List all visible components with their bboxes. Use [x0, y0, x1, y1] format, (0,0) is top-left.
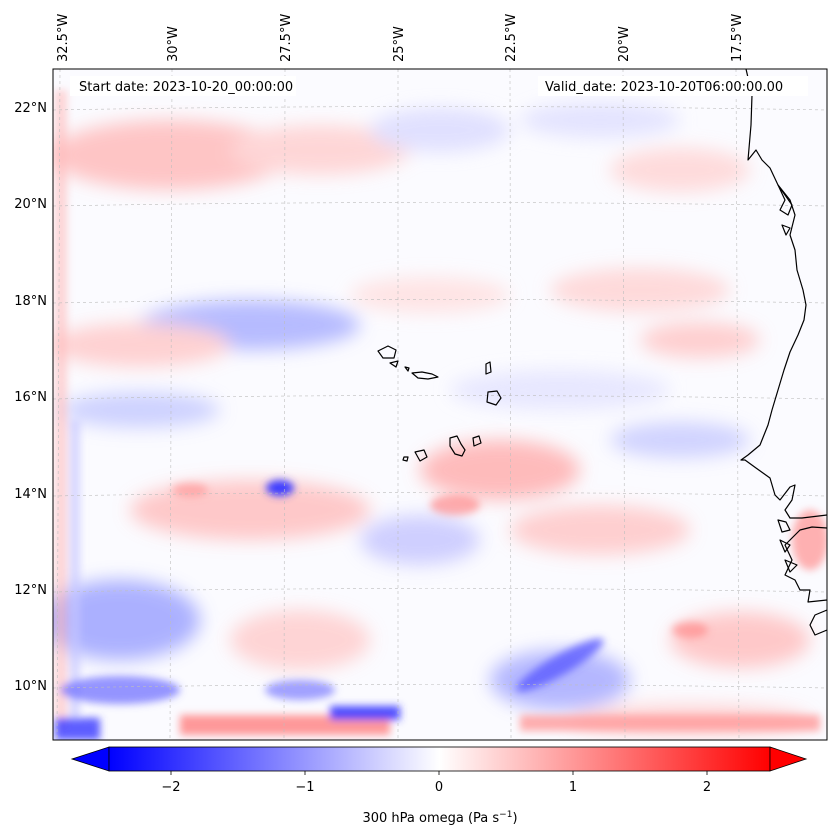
island-santo-antao [377, 345, 397, 359]
colorbar-tick-label: 2 [703, 780, 711, 795]
lat-label: 14°N [14, 487, 47, 502]
lon-label: 30°W [166, 26, 181, 62]
colorbar-high-extend [769, 746, 808, 772]
omega-field-detail [55, 90, 827, 740]
lat-label: 18°N [14, 294, 47, 309]
latitude-labels: 22°N 20°N 18°N 16°N 14°N 12°N 10°N [14, 101, 47, 694]
colorbar-tick-label: −1 [295, 780, 314, 795]
island-sao-nicolau [411, 371, 439, 380]
lat-label: 22°N [14, 101, 47, 116]
colorbar-tick-label: −2 [161, 780, 180, 795]
valid-date-box [538, 76, 808, 96]
colorbar-low-extend [70, 746, 110, 772]
lon-label: 17.5°W [730, 14, 745, 62]
colorbar-label: 300 hPa omega (Pa s−1) [362, 810, 517, 826]
island-boa-vista [486, 390, 502, 406]
gridlines [53, 69, 827, 740]
island-santa-luzia [404, 366, 410, 372]
colorbar-ramp [108, 746, 771, 772]
colorbar-tick-label: 0 [435, 780, 443, 795]
map-border [52, 68, 828, 741]
island-brava [402, 456, 409, 462]
colorbar: −2 −1 0 1 2 300 hPa omega (Pa s−1) [70, 746, 808, 826]
island-sal [485, 361, 492, 375]
lat-label: 20°N [14, 197, 47, 212]
lon-label: 27.5°W [279, 14, 294, 62]
colorbar-ticks [170, 771, 708, 775]
omega-field [53, 102, 810, 735]
colorbar-tick-label: 1 [569, 780, 577, 795]
start-date-box [70, 76, 296, 96]
island-fogo [414, 449, 428, 462]
lat-label: 12°N [14, 583, 47, 598]
longitude-labels: 32.5°W 30°W 27.5°W 25°W 22.5°W 20°W 17.5… [56, 14, 745, 62]
lat-label: 10°N [14, 679, 47, 694]
lon-label: 22.5°W [504, 14, 519, 62]
lon-label: 25°W [392, 26, 407, 62]
start-date-label: Start date: 2023-10-20_00:00:00 [79, 80, 293, 95]
island-santiago [449, 435, 466, 457]
coastline [377, 69, 827, 636]
valid-date-label: Valid_date: 2023-10-20T06:00:00.00 [545, 80, 783, 95]
island-maio [472, 435, 482, 447]
lon-label: 20°W [617, 26, 632, 62]
lat-label: 16°N [14, 390, 47, 405]
lon-label: 32.5°W [56, 14, 71, 62]
map-panel [53, 69, 827, 740]
island-sao-vicente [389, 360, 399, 368]
